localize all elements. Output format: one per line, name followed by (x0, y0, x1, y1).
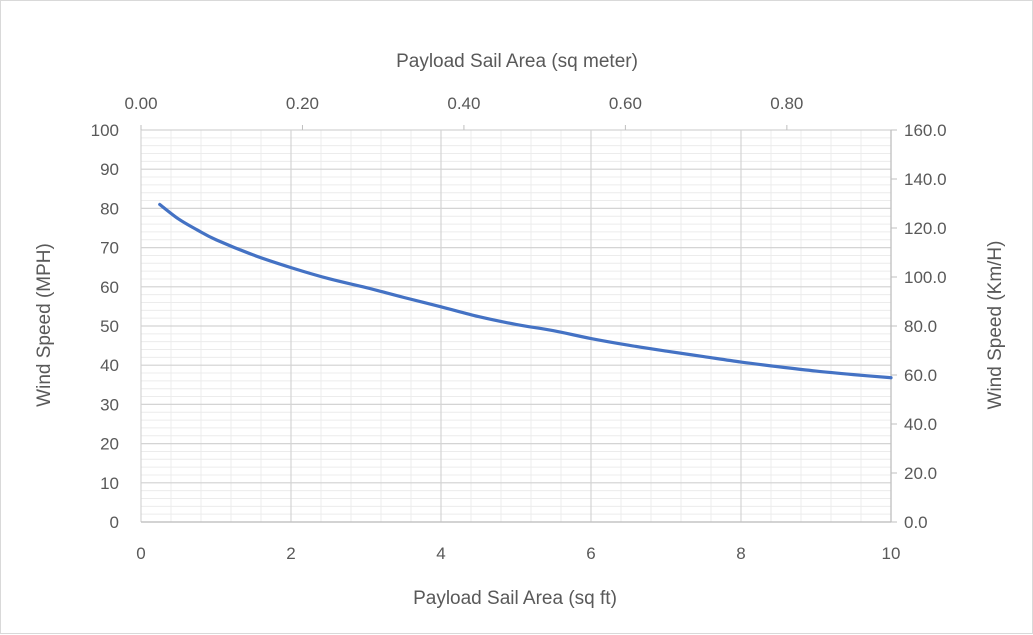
y-left-tick-label: 50 (100, 317, 119, 336)
y-right-tick-label: 80.0 (904, 317, 937, 336)
y-left-tick-label: 80 (100, 199, 119, 218)
x-top-tick-label: 0.00 (124, 94, 157, 113)
x-bottom-axis-title: Payload Sail Area (sq ft) (413, 588, 617, 609)
y-left-tick-label: 90 (100, 160, 119, 179)
y-right-tick-label: 140.0 (904, 170, 947, 189)
y-right-axis-title: Wind Speed (Km/H) (985, 241, 1006, 410)
y-left-tick-label: 70 (100, 239, 119, 258)
y-right-tick-label: 120.0 (904, 219, 947, 238)
y-right-tick-label: 100.0 (904, 268, 947, 287)
x-bottom-tick-label: 8 (736, 544, 745, 563)
x-bottom-tick-label: 10 (882, 544, 901, 563)
y-right-tick-label: 40.0 (904, 415, 937, 434)
y-left-tick-label: 10 (100, 474, 119, 493)
x-top-tick-label: 0.80 (770, 94, 803, 113)
y-left-tick-label: 60 (100, 278, 119, 297)
y-left-tick-label: 20 (100, 435, 119, 454)
y-right-tick-label: 160.0 (904, 121, 947, 140)
x-top-tick-label: 0.40 (447, 94, 480, 113)
tick-labels: 0 2 4 6 8 10 0.00 0.20 0.40 0.60 0.80 0 10 20 30 40 50 60… (91, 94, 947, 563)
axes (140, 125, 897, 523)
x-top-tick-label: 0.20 (286, 94, 319, 113)
y-left-tick-label: 100 (91, 121, 119, 140)
x-bottom-tick-label: 2 (286, 544, 295, 563)
x-bottom-tick-label: 0 (136, 544, 145, 563)
y-left-tick-label: 0 (110, 513, 119, 532)
y-left-tick-label: 30 (100, 395, 119, 414)
x-top-tick-label: 0.60 (609, 94, 642, 113)
x-bottom-tick-label: 6 (586, 544, 595, 563)
y-right-tick-label: 60.0 (904, 366, 937, 385)
x-bottom-tick-label: 4 (436, 544, 445, 563)
y-right-tick-label: 0.0 (904, 513, 928, 532)
x-top-axis-title: Payload Sail Area (sq meter) (396, 51, 638, 72)
y-left-tick-label: 40 (100, 356, 119, 375)
y-left-axis-title: Wind Speed (MPH) (34, 243, 55, 407)
series-line (158, 202, 893, 380)
y-right-tick-label: 20.0 (904, 464, 937, 483)
